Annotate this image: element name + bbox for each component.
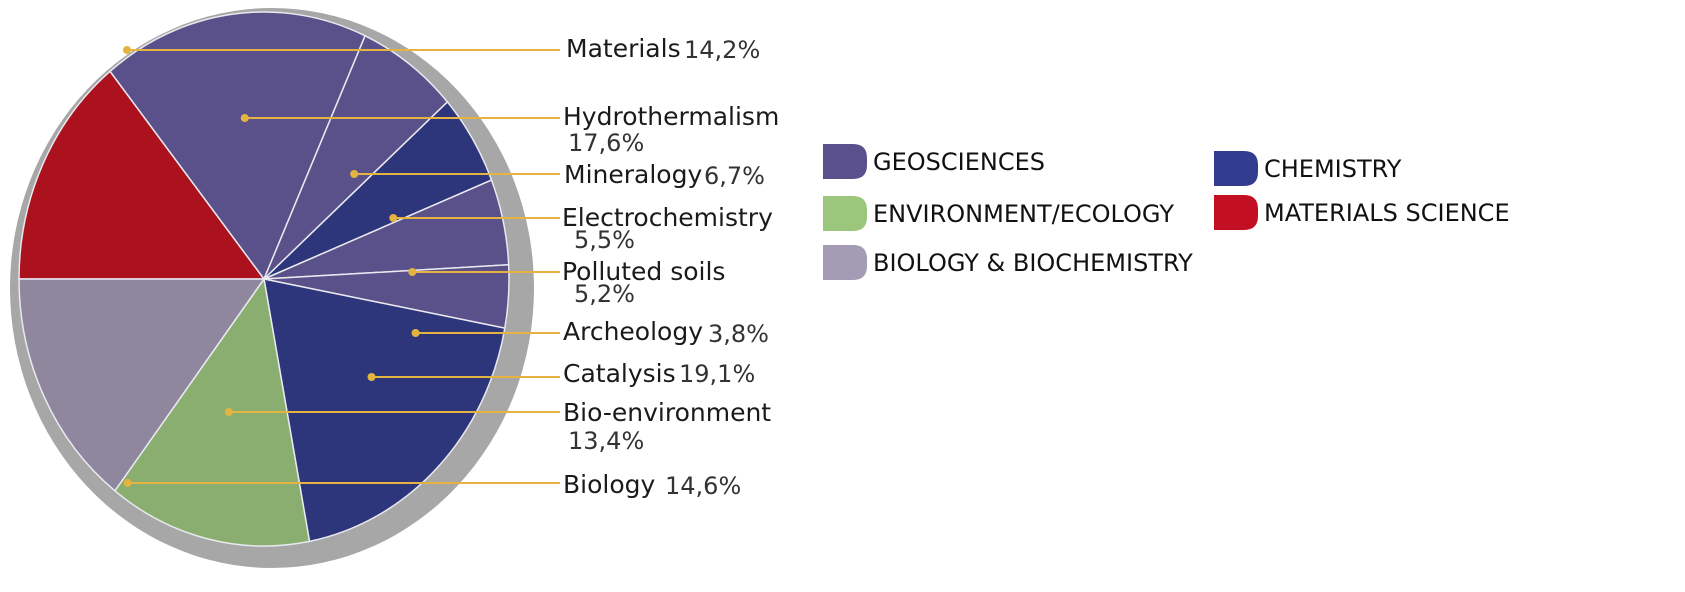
slice-value-electrochemistry: 5,5% bbox=[574, 226, 635, 254]
leader-dot-bio-environment bbox=[224, 408, 233, 416]
legend-label-environment-ecology: ENVIRONMENT/ECOLOGY bbox=[873, 200, 1174, 228]
leader-dot-mineralogy bbox=[350, 170, 359, 178]
slice-label-biology: Biology bbox=[563, 470, 656, 499]
leader-dot-biology bbox=[123, 479, 132, 487]
slice-label-mineralogy: Mineralogy bbox=[564, 160, 702, 189]
slice-value-biology: 14,6% bbox=[665, 472, 741, 500]
pie-slice-biology bbox=[18, 278, 266, 492]
slice-value-materials: 14,2% bbox=[684, 36, 760, 64]
slice-value-catalysis: 19,1% bbox=[679, 360, 755, 388]
slice-value-mineralogy: 6,7% bbox=[704, 162, 765, 190]
slice-value-polluted-soils: 5,2% bbox=[574, 280, 635, 308]
legend-swatch-materials-science bbox=[1214, 195, 1258, 230]
legend-swatch-biology-biochemistry bbox=[823, 245, 867, 280]
slice-label-catalysis: Catalysis bbox=[563, 359, 676, 388]
leader-lines bbox=[122, 46, 560, 487]
pie-slice-hydrothermalism bbox=[109, 11, 367, 281]
legend-label-chemistry: CHEMISTRY bbox=[1264, 155, 1402, 183]
slice-value-archeology: 3,8% bbox=[708, 320, 769, 348]
slice-label-polluted-soils: Polluted soils bbox=[562, 257, 725, 286]
legend-label-geosciences: GEOSCIENCES bbox=[873, 148, 1045, 176]
legend-swatch-environment-ecology bbox=[823, 196, 867, 231]
leader-dot-catalysis bbox=[367, 373, 376, 381]
legend-label-materials-science: MATERIALS SCIENCE bbox=[1264, 199, 1510, 227]
pie-slices bbox=[18, 11, 510, 547]
legend: GEOSCIENCES ENVIRONMENT/ECOLOGY BIOLOGY & … bbox=[823, 144, 1510, 280]
leader-dot-electrochemistry bbox=[389, 214, 398, 222]
slice-value-hydrothermalism: 17,6% bbox=[568, 129, 644, 157]
legend-label-biology-biochemistry: BIOLOGY & BIOCHEMISTRY bbox=[873, 249, 1193, 277]
slice-label-bio-environment: Bio-environment bbox=[563, 398, 771, 427]
leader-dot-archeology bbox=[411, 329, 420, 337]
leader-dot-hydrothermalism bbox=[240, 114, 249, 122]
pie-slice-bio-environment bbox=[113, 277, 311, 547]
slice-value-bio-environment: 13,4% bbox=[568, 427, 644, 455]
pie-slice-catalysis bbox=[263, 278, 506, 543]
slice-label-electrochemistry: Electrochemistry bbox=[562, 203, 773, 232]
legend-swatch-geosciences bbox=[823, 144, 867, 179]
leader-dot-polluted-soils bbox=[408, 268, 417, 276]
slice-label-hydrothermalism: Hydrothermalism bbox=[563, 102, 779, 131]
slice-label-archeology: Archeology bbox=[563, 317, 703, 346]
legend-swatch-chemistry bbox=[1214, 151, 1258, 186]
pie-slice-mineralogy bbox=[263, 34, 449, 280]
slice-label-materials: Materials bbox=[566, 34, 681, 63]
leader-dot-materials bbox=[122, 46, 131, 54]
pie-slice-materials bbox=[18, 70, 266, 280]
